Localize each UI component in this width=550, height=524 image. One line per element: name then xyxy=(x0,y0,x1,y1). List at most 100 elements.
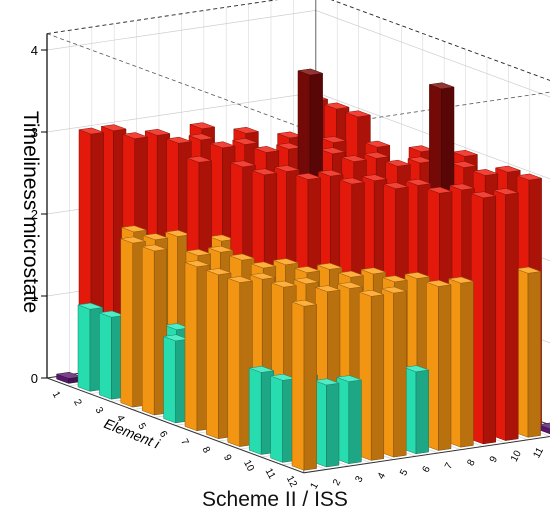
bar-face-side xyxy=(482,195,497,445)
bar-face-top xyxy=(145,128,170,136)
bar-face-top xyxy=(341,155,367,162)
bar-face-front xyxy=(270,375,283,463)
bar-face-top xyxy=(452,149,478,157)
bar-face-top xyxy=(364,151,389,159)
bar-face-side xyxy=(303,304,317,471)
bar-face-top xyxy=(101,124,127,132)
bar-face-front xyxy=(291,301,305,471)
bar-face-top xyxy=(184,260,210,268)
bar xyxy=(206,268,232,440)
bar xyxy=(99,310,125,400)
bar xyxy=(426,280,452,451)
bar-face-top xyxy=(321,136,347,143)
bar-face-top xyxy=(426,280,452,287)
bar-face-front xyxy=(227,277,241,447)
y-tick-label: 7 xyxy=(443,461,456,471)
bar xyxy=(381,286,407,458)
bar-face-top xyxy=(338,270,364,278)
bar-face-top xyxy=(252,168,277,176)
bar-face-top xyxy=(382,275,408,283)
bar xyxy=(403,365,429,455)
bar-face-top xyxy=(233,126,259,134)
bar-face-top xyxy=(249,366,274,373)
bar-face-top xyxy=(314,378,340,386)
bar-face-top xyxy=(315,285,341,293)
bar-face-top xyxy=(227,276,253,283)
x-tick-label: 12 xyxy=(284,474,299,489)
bar-face-side xyxy=(326,382,340,468)
bar-face-top xyxy=(449,183,475,191)
figure-caption: Scheme II / ISS xyxy=(202,488,348,511)
x-tick-label: 8 xyxy=(200,445,213,455)
x-tick-label: 5 xyxy=(135,421,148,431)
bar-face-top xyxy=(250,272,275,280)
bar-face-top xyxy=(254,146,279,153)
bar-face-top xyxy=(185,249,211,256)
bar-face-top xyxy=(274,165,300,172)
z-ticks: 0 1 2 3 4 xyxy=(31,43,47,386)
bar xyxy=(358,289,385,461)
bar-face-front xyxy=(206,269,219,440)
bar-face-top xyxy=(473,169,498,176)
bar xyxy=(248,366,275,455)
bar-face-top xyxy=(294,266,320,273)
bar xyxy=(184,260,210,432)
bar-face-front xyxy=(163,336,176,424)
bar-face-top xyxy=(251,261,276,269)
bar-face-top xyxy=(359,289,384,297)
bar-face-top xyxy=(230,160,256,168)
x-tick-label: 6 xyxy=(157,429,170,439)
y-tick-label: 4 xyxy=(376,471,389,481)
bar xyxy=(470,191,497,445)
bar-face-top xyxy=(186,155,212,163)
bar-face-top xyxy=(405,178,431,186)
bar-face-top xyxy=(515,266,541,274)
z-tick-label: 2 xyxy=(31,207,38,222)
bar-face-top xyxy=(404,272,430,279)
bar-face-top xyxy=(78,127,104,135)
bar xyxy=(515,266,541,438)
bar-face-top xyxy=(166,136,192,144)
bar-face-top xyxy=(291,299,317,307)
bar-face-top xyxy=(495,165,521,173)
bar xyxy=(77,302,103,392)
bar-face-top xyxy=(337,282,363,289)
bar-face-top xyxy=(229,253,255,261)
z-axis-title: Timeliness microstate xyxy=(19,111,42,313)
bar-face-side xyxy=(393,291,407,458)
bar-face-top xyxy=(208,245,234,253)
z-tick-label: 4 xyxy=(31,43,38,58)
y-tick-label: 11 xyxy=(531,445,546,460)
bar-face-top xyxy=(271,280,297,288)
bar xyxy=(314,378,340,468)
x-tick-label: 10 xyxy=(241,458,256,473)
bars xyxy=(56,68,550,471)
z-tick-label: 3 xyxy=(31,125,38,140)
bar-face-top xyxy=(210,141,236,149)
bar-face-top xyxy=(293,277,319,285)
bar xyxy=(141,244,168,416)
bar-face-top xyxy=(448,276,474,284)
bar-face-top xyxy=(273,258,299,266)
bar-face-top xyxy=(362,174,387,182)
bar-face-top xyxy=(516,173,542,181)
bar-face-side xyxy=(370,294,385,461)
bar-face-top xyxy=(427,186,453,194)
y-tick-label: 2 xyxy=(331,477,344,487)
bar-face-top xyxy=(403,365,429,373)
bar-face-side xyxy=(415,369,429,455)
bar-face-top xyxy=(385,159,411,167)
bar-face-top xyxy=(232,138,258,145)
bar-face-top xyxy=(206,268,232,275)
y-tick-label: 9 xyxy=(488,454,501,464)
bar-face-top xyxy=(471,191,496,199)
x-tick-label: 9 xyxy=(221,453,234,463)
bar-face-top xyxy=(493,188,519,195)
x-tick-label: 7 xyxy=(178,437,191,447)
bar-face-top xyxy=(365,140,390,148)
bar-face-side xyxy=(438,284,452,451)
bar xyxy=(448,276,474,448)
x-tick-label: 4 xyxy=(114,413,127,423)
bar-face-top xyxy=(77,302,103,310)
